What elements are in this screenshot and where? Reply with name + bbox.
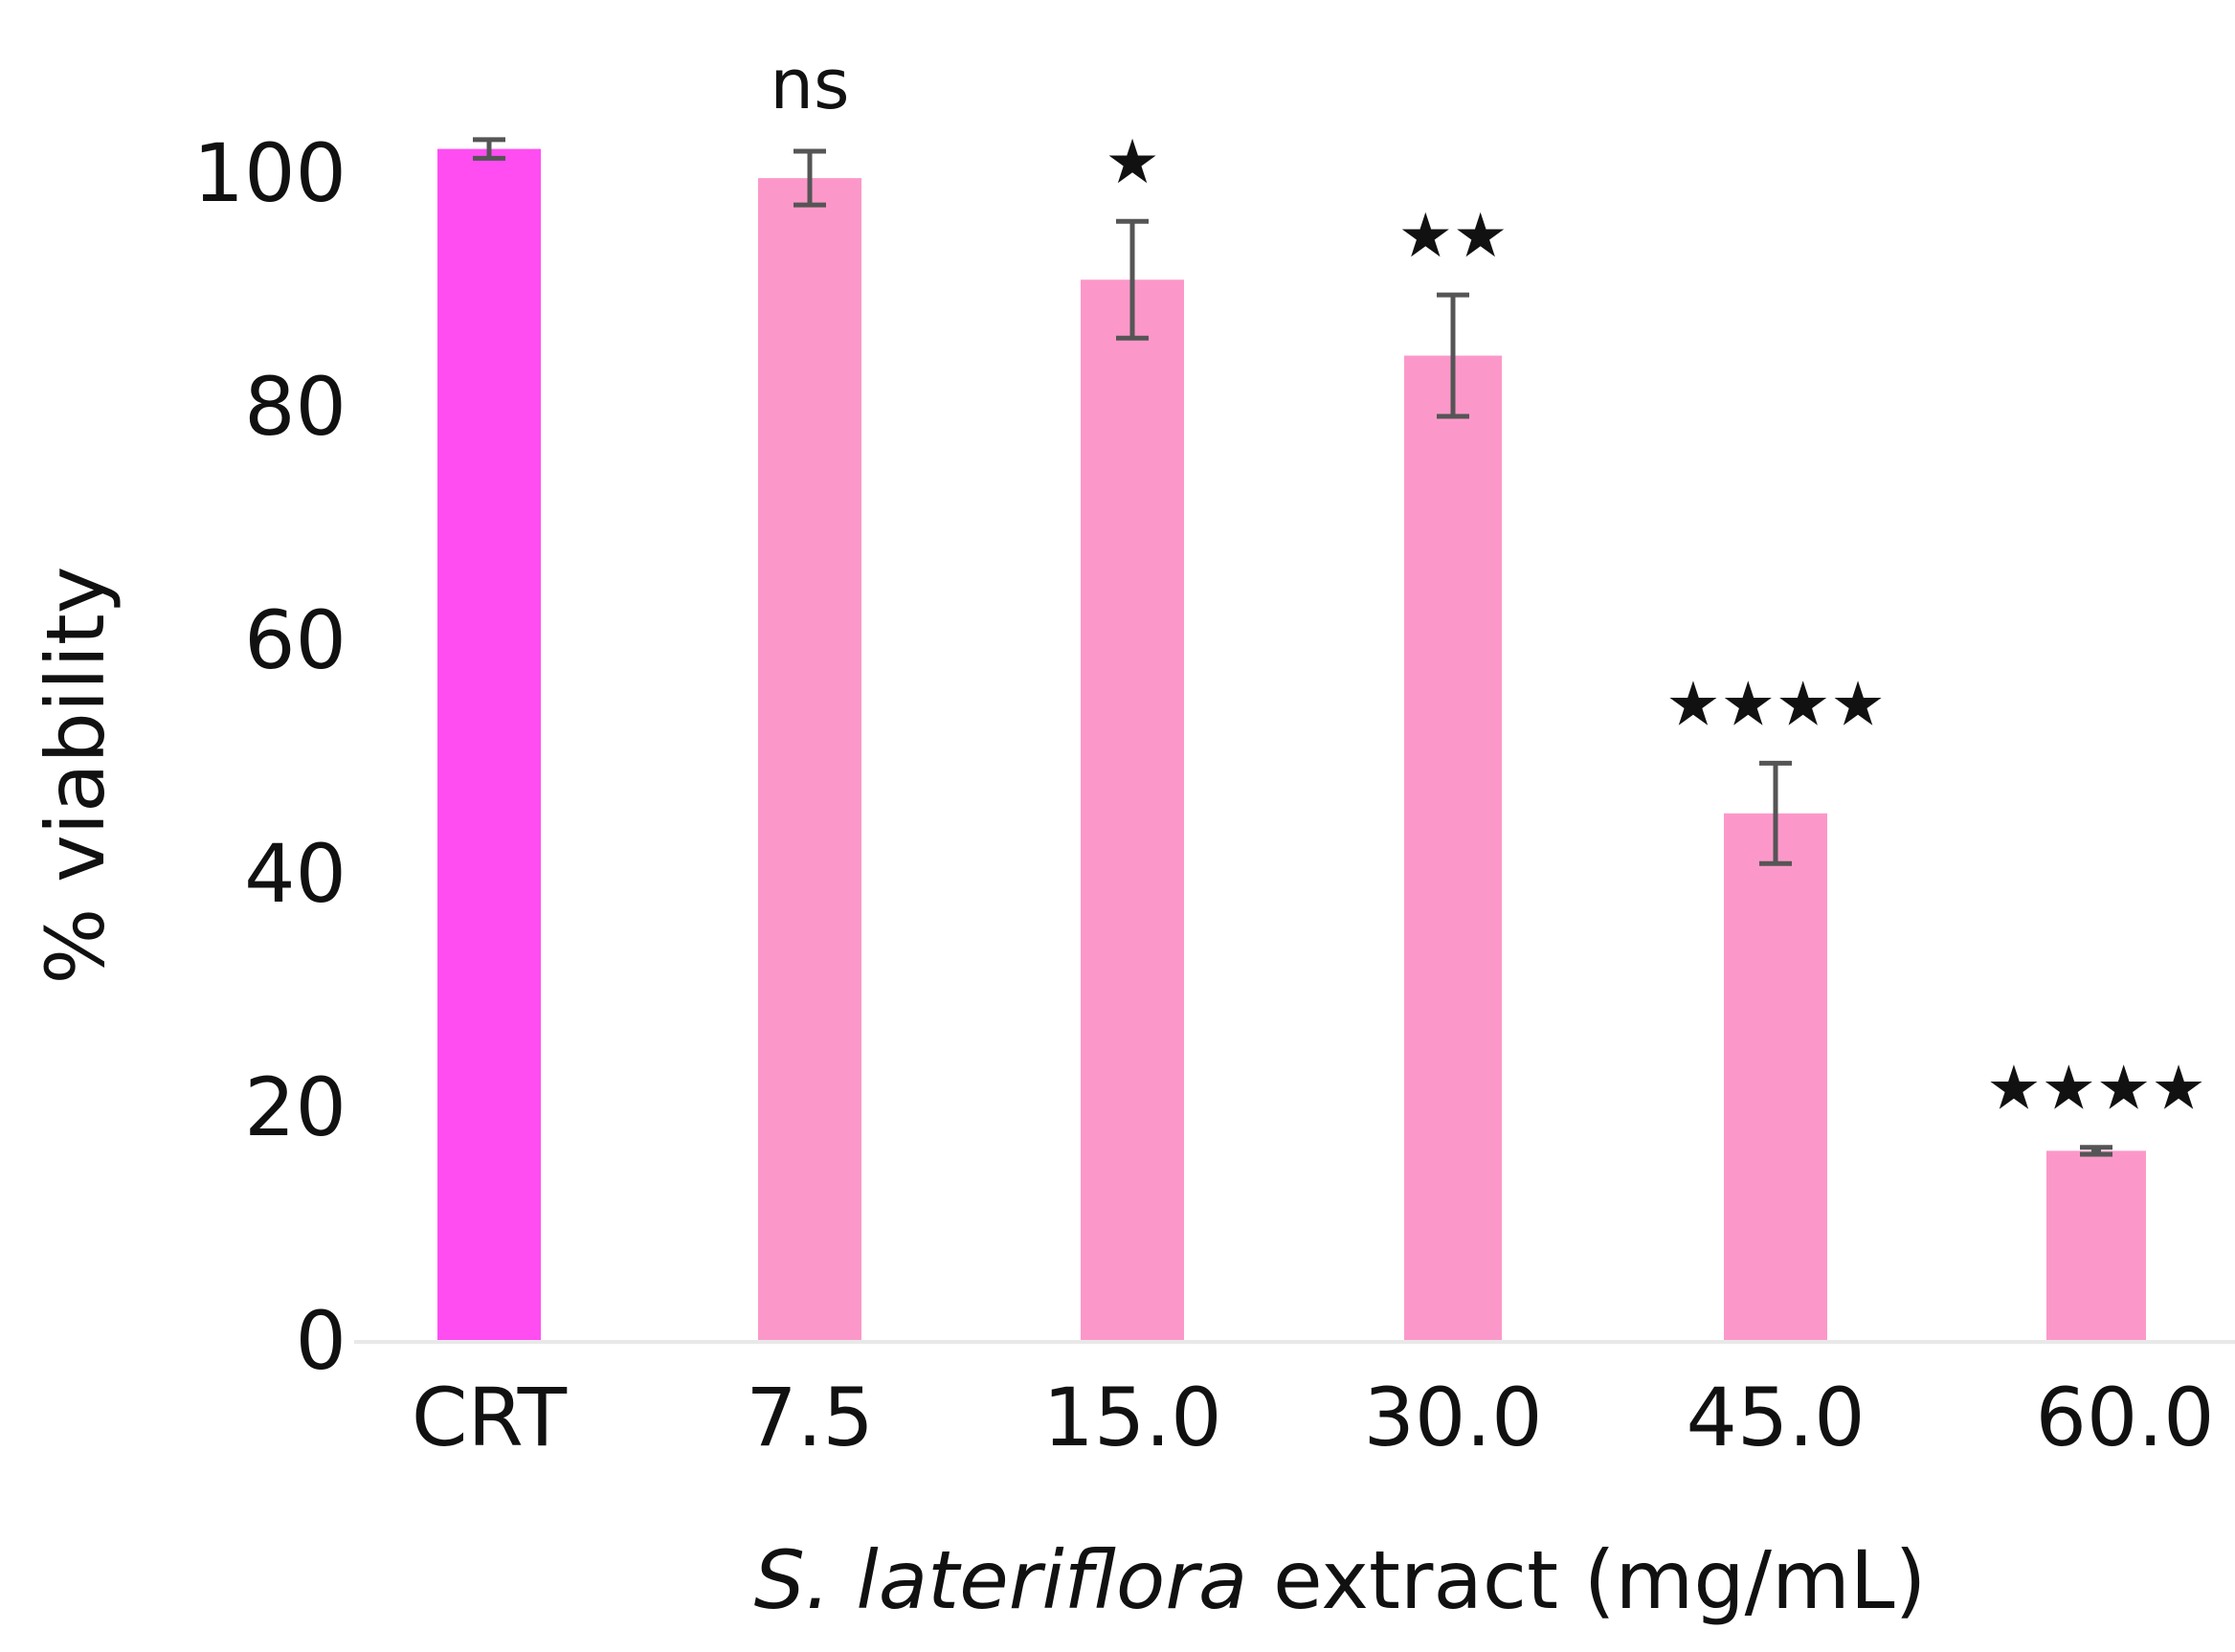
x-tick-label: 15.0 [1042, 1371, 1221, 1464]
significance-annotations: ns★★★★★★★★★★★ [770, 44, 2205, 1125]
bar-control [437, 148, 541, 1341]
error-bar [1116, 218, 1149, 341]
significance-stars: ★★ [1398, 201, 1509, 272]
error-bar [2080, 1145, 2112, 1157]
bars-group [437, 148, 2146, 1341]
y-axis-ticks: 0 20 40 60 80 100 [193, 126, 346, 1388]
y-axis-title: % viability [29, 566, 123, 984]
bar-treatment [758, 178, 861, 1341]
error-bar [1437, 292, 1469, 419]
x-axis-title-species: S. lateriflora [754, 1533, 1248, 1627]
y-tick-label: 60 [244, 593, 346, 687]
error-bars-group [473, 137, 2112, 1157]
significance-stars: ★ [1105, 127, 1159, 198]
y-tick-label: 0 [296, 1294, 346, 1388]
y-tick-label: 80 [244, 360, 346, 454]
y-tick-label: 20 [244, 1060, 346, 1154]
x-tick-label: 30.0 [1363, 1371, 1542, 1464]
error-bar [793, 148, 826, 208]
bar-treatment [1404, 355, 1502, 1340]
y-tick-label: 40 [244, 827, 346, 921]
x-axis-title: S. lateriflora extract (mg/mL) [754, 1533, 1927, 1627]
x-axis-ticks: CRT 7.5 15.0 30.0 45.0 60.0 [412, 1371, 2215, 1464]
bar-treatment [1081, 279, 1184, 1340]
x-tick-label: 7.5 [746, 1371, 874, 1464]
error-bar [1759, 760, 1792, 866]
x-tick-label: 60.0 [2035, 1371, 2214, 1464]
bar-treatment [2046, 1150, 2146, 1340]
x-axis-title-unit: extract (mg/mL) [1247, 1533, 1926, 1627]
significance-label-ns: ns [770, 44, 849, 124]
y-tick-label: 100 [193, 126, 346, 220]
error-bar [473, 137, 505, 161]
x-tick-label: CRT [412, 1371, 568, 1464]
x-tick-label: 45.0 [1686, 1371, 1865, 1464]
significance-stars: ★★★★ [1986, 1054, 2206, 1125]
bar-treatment [1724, 813, 1827, 1340]
significance-stars: ★★★★ [1665, 669, 1886, 740]
